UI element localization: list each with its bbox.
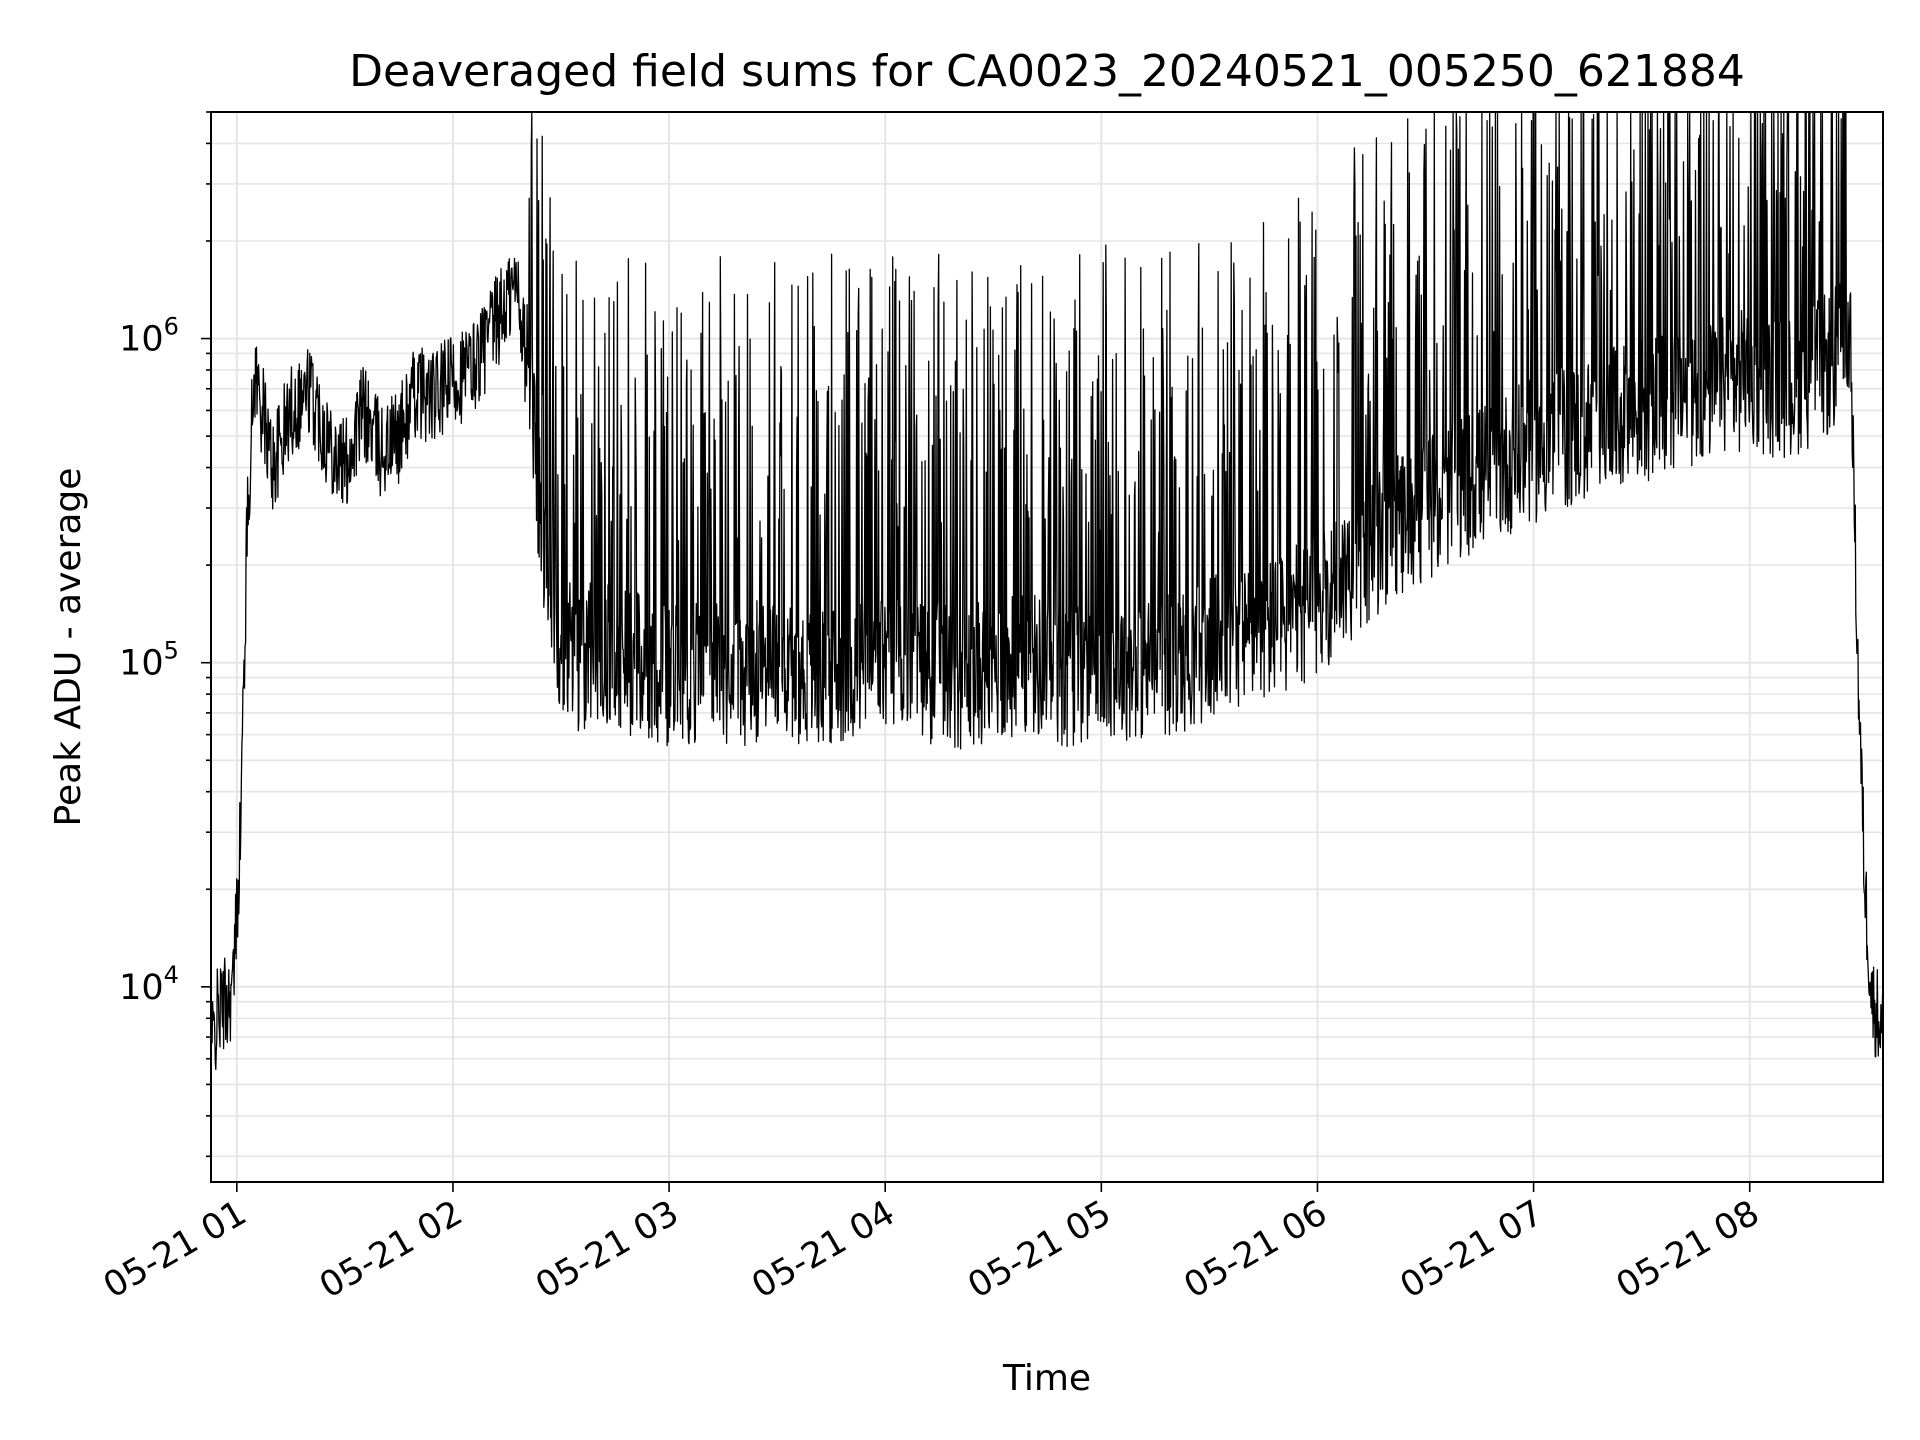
chart-title: Deaveraged field sums for CA0023_2024052… xyxy=(349,46,1745,97)
y-axis: 104 105 106 xyxy=(119,111,211,1158)
x-axis: 05-21 01 05-21 02 05-21 03 05-21 04 05-21 05… xyxy=(97,1182,1766,1306)
series-line xyxy=(210,111,1884,1071)
y-tick-label: 104 xyxy=(119,961,179,1008)
x-tick-label: 05-21 02 xyxy=(313,1193,469,1306)
y-axis-label: Peak ADU - average xyxy=(48,468,89,827)
plot-frame xyxy=(210,111,1884,1183)
x-tick-label: 05-21 05 xyxy=(962,1193,1118,1306)
x-tick-label: 05-21 06 xyxy=(1178,1193,1334,1306)
x-tick-label: 05-21 01 xyxy=(97,1193,253,1306)
y-tick-label: 106 xyxy=(119,313,179,360)
x-tick-label: 05-21 03 xyxy=(529,1193,685,1306)
x-tick-label: 05-21 07 xyxy=(1394,1193,1550,1306)
x-tick-label: 05-21 04 xyxy=(745,1193,901,1306)
x-tick-label: 05-21 08 xyxy=(1610,1193,1766,1306)
y-tick-label: 105 xyxy=(119,637,179,684)
x-axis-label: Time xyxy=(1002,1358,1091,1399)
